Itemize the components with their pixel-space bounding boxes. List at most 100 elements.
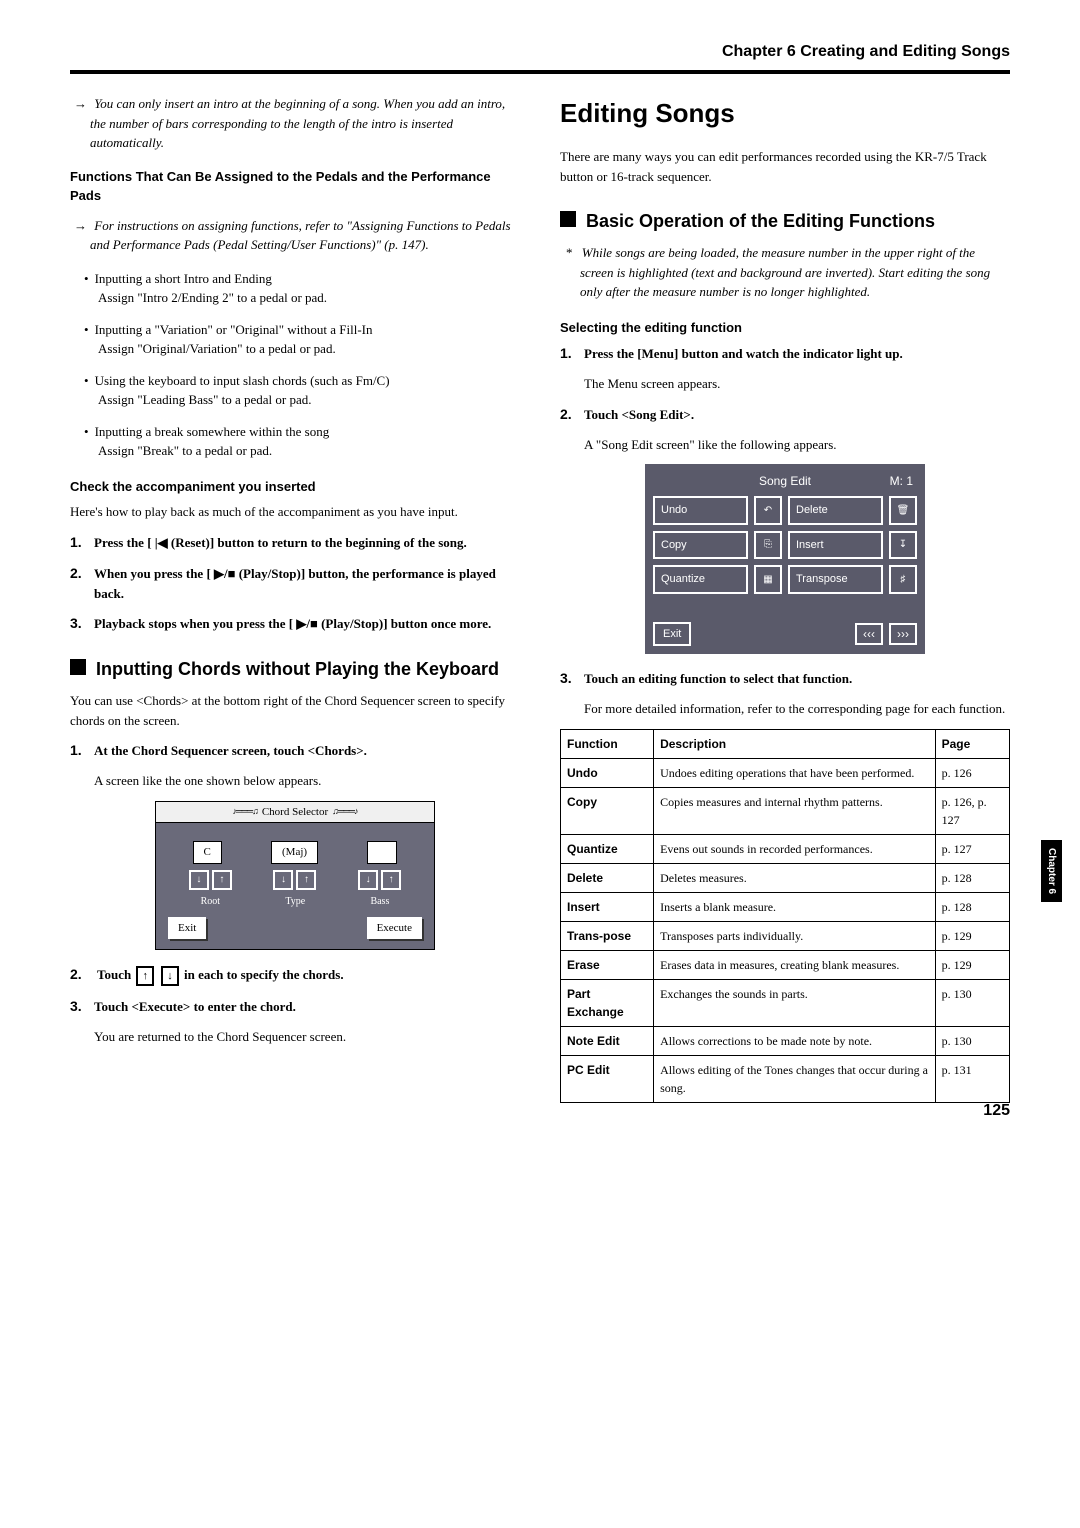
label: Root — [201, 894, 220, 909]
table-cell: Undoes editing operations that have been… — [654, 758, 935, 787]
basic-operation-heading: Basic Operation of the Editing Functions — [560, 208, 1010, 235]
bullet-line1: Inputting a break somewhere within the s… — [95, 424, 330, 439]
step-text: Press the [ |◀ (Reset)] button to return… — [94, 535, 467, 550]
arrow-icon: → — [74, 96, 91, 111]
table-header: Description — [654, 729, 935, 758]
table-row: QuantizeEvens out sounds in recorded per… — [561, 834, 1010, 863]
se-title-row: Song Edit M: 1 — [653, 472, 917, 490]
exit-button[interactable]: Exit — [653, 622, 691, 647]
down-arrow-icon[interactable]: ↓ — [189, 870, 209, 890]
bullet-line1: Using the keyboard to input slash chords… — [95, 373, 390, 388]
heading-text: Basic Operation of the Editing Functions — [586, 208, 935, 235]
function-icon[interactable]: ⎘ — [754, 531, 782, 560]
pedals-heading: Functions That Can Be Assigned to the Pe… — [70, 167, 520, 206]
asterisk-icon: * — [566, 245, 579, 260]
bullet-item: •Inputting a short Intro and EndingAssig… — [70, 269, 520, 308]
table-cell: p. 129 — [935, 950, 1009, 979]
up-arrow-icon[interactable]: ↑ — [212, 870, 232, 890]
chapter-side-tab: Chapter 6 — [1041, 840, 1062, 902]
table-row: Note EditAllows corrections to be made n… — [561, 1026, 1010, 1055]
step-text: Playback stops when you press the [ ▶/■ … — [94, 616, 491, 631]
table-cell: p. 130 — [935, 1026, 1009, 1055]
right-column: Editing Songs There are many ways you ca… — [560, 94, 1010, 1103]
song-edit-button[interactable]: Copy — [653, 531, 748, 560]
prev-page-icon[interactable]: ‹‹‹ — [855, 623, 883, 645]
table-cell: Allows corrections to be made note by no… — [654, 1026, 935, 1055]
step-item: 2.When you press the [ ▶/■ (Play/Stop)] … — [70, 563, 520, 604]
step-item: 1.Press the [ |◀ (Reset)] button to retu… — [70, 532, 520, 553]
square-icon — [560, 211, 576, 227]
bullet-icon: • — [84, 322, 95, 337]
step-item: 3.Touch <Execute> to enter the chord. — [70, 996, 520, 1017]
table-cell: p. 126 — [935, 758, 1009, 787]
table-row: UndoUndoes editing operations that have … — [561, 758, 1010, 787]
table-row: EraseErases data in measures, creating b… — [561, 950, 1010, 979]
pedals-note: → For instructions on assigning function… — [70, 216, 520, 255]
song-edit-button[interactable]: Transpose — [788, 565, 883, 594]
bass-box[interactable] — [367, 841, 397, 864]
up-arrow-icon[interactable]: ↑ — [381, 870, 401, 890]
function-icon[interactable]: ↶ — [754, 496, 782, 525]
up-arrow-icon: ↑ — [136, 966, 154, 986]
check-heading: Check the accompaniment you inserted — [70, 477, 520, 497]
table-cell: Erase — [561, 950, 654, 979]
arrow-icon: → — [74, 218, 91, 233]
bullet-item: •Using the keyboard to input slash chord… — [70, 371, 520, 410]
chapter-header: Chapter 6 Creating and Editing Songs — [70, 40, 1010, 74]
table-cell: Insert — [561, 892, 654, 921]
chord-selector-screen: ♪═══♫ Chord Selector ♫═══♪ C (Maj) ↓↑ ↓↑… — [155, 801, 435, 951]
cs-header: ♪═══♫ Chord Selector ♫═══♪ — [156, 802, 434, 824]
bullet-icon: • — [84, 373, 95, 388]
note-text: While songs are being loaded, the measur… — [580, 245, 990, 299]
function-table: FunctionDescriptionPage UndoUndoes editi… — [560, 729, 1010, 1103]
left-column: → You can only insert an intro at the be… — [70, 94, 520, 1103]
cs-body: C (Maj) ↓↑ ↓↑ ↓↑ Root Type Bass Exit Exe… — [156, 823, 434, 949]
down-arrow-icon[interactable]: ↓ — [273, 870, 293, 890]
measure-indicator: M: 1 — [890, 472, 913, 490]
table-cell: PC Edit — [561, 1055, 654, 1102]
body-text: You can use <Chords> at the bottom right… — [70, 691, 520, 730]
step-text: Touch an editing function to select that… — [584, 671, 852, 686]
execute-button[interactable]: Execute — [367, 917, 422, 940]
step-item: 3.Playback stops when you press the [ ▶/… — [70, 613, 520, 634]
label: Type — [285, 894, 305, 909]
function-icon[interactable]: ♯ — [889, 565, 917, 594]
bullet-line2: Assign "Intro 2/Ending 2" to a pedal or … — [98, 290, 327, 305]
step-text: Press the [Menu] button and watch the in… — [584, 346, 903, 361]
label: Bass — [370, 894, 389, 909]
step-text: At the Chord Sequencer screen, touch <Ch… — [94, 743, 367, 758]
table-cell: Deletes measures. — [654, 863, 935, 892]
table-cell: Copies measures and internal rhythm patt… — [654, 787, 935, 834]
root-box[interactable]: C — [193, 841, 222, 864]
table-cell: Inserts a blank measure. — [654, 892, 935, 921]
step-text: Touch <Song Edit>. — [584, 407, 694, 422]
music-deco-icon: ♪═══♫ — [232, 805, 257, 819]
table-header: Function — [561, 729, 654, 758]
square-icon — [70, 659, 86, 675]
table-cell: p. 128 — [935, 892, 1009, 921]
step-text: Touch — [97, 967, 134, 982]
song-edit-button[interactable]: Insert — [788, 531, 883, 560]
table-cell: Trans-pose — [561, 921, 654, 950]
song-edit-button[interactable]: Undo — [653, 496, 748, 525]
up-arrow-icon[interactable]: ↑ — [296, 870, 316, 890]
step-item: 1.At the Chord Sequencer screen, touch <… — [70, 740, 520, 761]
function-icon[interactable]: 🗑 — [889, 496, 917, 525]
table-row: CopyCopies measures and internal rhythm … — [561, 787, 1010, 834]
table-cell: p. 127 — [935, 834, 1009, 863]
bullet-line1: Inputting a short Intro and Ending — [95, 271, 272, 286]
step-text: When you press the [ ▶/■ (Play/Stop)] bu… — [94, 566, 496, 601]
exit-button[interactable]: Exit — [168, 917, 206, 940]
step-item: 1.Press the [Menu] button and watch the … — [560, 343, 1010, 364]
two-column-layout: → You can only insert an intro at the be… — [70, 94, 1010, 1103]
table-cell: Copy — [561, 787, 654, 834]
body-text: Here's how to play back as much of the a… — [70, 502, 520, 522]
song-edit-button[interactable]: Quantize — [653, 565, 748, 594]
function-icon[interactable]: ▦ — [754, 565, 782, 594]
function-icon[interactable]: ↧ — [889, 531, 917, 560]
next-page-icon[interactable]: ››› — [889, 623, 917, 645]
step-body: The Menu screen appears. — [560, 374, 1010, 394]
song-edit-button[interactable]: Delete — [788, 496, 883, 525]
down-arrow-icon[interactable]: ↓ — [358, 870, 378, 890]
type-box[interactable]: (Maj) — [271, 841, 318, 864]
